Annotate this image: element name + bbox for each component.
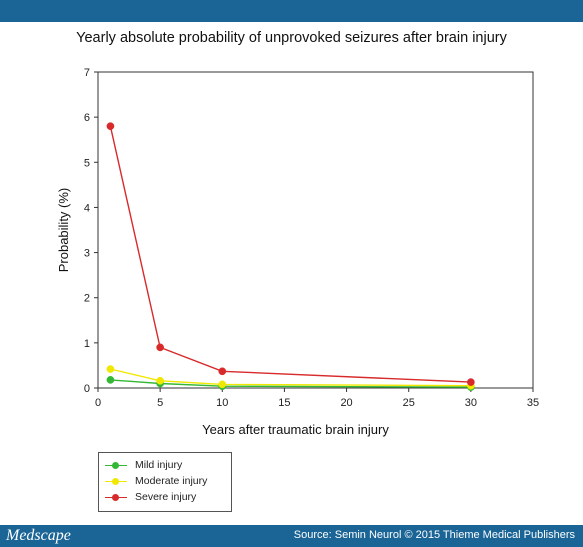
legend-marker-mild xyxy=(112,462,119,469)
legend-label-mild: Mild injury xyxy=(135,459,183,471)
legend-label-moderate: Moderate injury xyxy=(135,475,208,487)
y-axis-label: Probability (%) xyxy=(56,188,71,273)
y-tick-label: 7 xyxy=(84,67,90,79)
x-tick-label: 25 xyxy=(403,397,415,409)
data-point-series-2 xyxy=(218,367,227,376)
data-point-series-2 xyxy=(106,122,115,131)
data-point-series-1 xyxy=(156,376,164,385)
plot-frame xyxy=(97,71,534,389)
series-line-0 xyxy=(110,379,471,388)
x-tick-label: 35 xyxy=(527,397,539,409)
x-tick-label: 30 xyxy=(465,397,477,409)
source-credit: Source: Semin Neurol © 2015 Thieme Medic… xyxy=(293,529,575,541)
y-tick-label: 5 xyxy=(84,157,90,169)
y-tick-label: 1 xyxy=(84,338,90,350)
data-point-series-2 xyxy=(467,378,475,386)
legend-marker-moderate xyxy=(112,478,119,485)
series-line-1 xyxy=(110,368,471,387)
legend-marker-severe xyxy=(112,494,119,501)
data-point-series-1 xyxy=(218,380,227,389)
x-axis-label: Years after traumatic brain injury xyxy=(202,422,389,437)
legend-item-severe: Severe injury xyxy=(105,491,229,505)
legend-item-mild: Mild injury xyxy=(105,459,229,473)
footer-banner: Medscape Source: Semin Neurol © 2015 Thi… xyxy=(0,525,583,547)
y-tick-label: 2 xyxy=(84,293,90,305)
series-line-2 xyxy=(109,126,471,383)
x-tick-label: 0 xyxy=(95,397,101,409)
chart-legend: Mild injury Moderate injury Severe injur… xyxy=(98,452,232,512)
top-banner xyxy=(0,0,583,22)
y-tick-label: 0 xyxy=(84,383,90,395)
x-tick-label: 10 xyxy=(216,397,228,409)
legend-item-moderate: Moderate injury xyxy=(105,475,229,489)
x-tick-label: 20 xyxy=(340,397,352,409)
x-tick-label: 5 xyxy=(157,397,163,409)
legend-label-severe: Severe injury xyxy=(135,491,197,503)
data-point-series-0 xyxy=(106,376,115,384)
y-tick-label: 3 xyxy=(84,248,90,260)
x-tick-label: 15 xyxy=(278,397,290,409)
data-point-series-1 xyxy=(106,365,115,373)
medscape-logo: Medscape xyxy=(6,527,71,544)
y-tick-label: 6 xyxy=(84,112,90,124)
data-point-series-2 xyxy=(156,343,164,352)
chart-title: Yearly absolute probability of unprovoke… xyxy=(76,30,507,46)
y-tick-label: 4 xyxy=(84,202,90,214)
